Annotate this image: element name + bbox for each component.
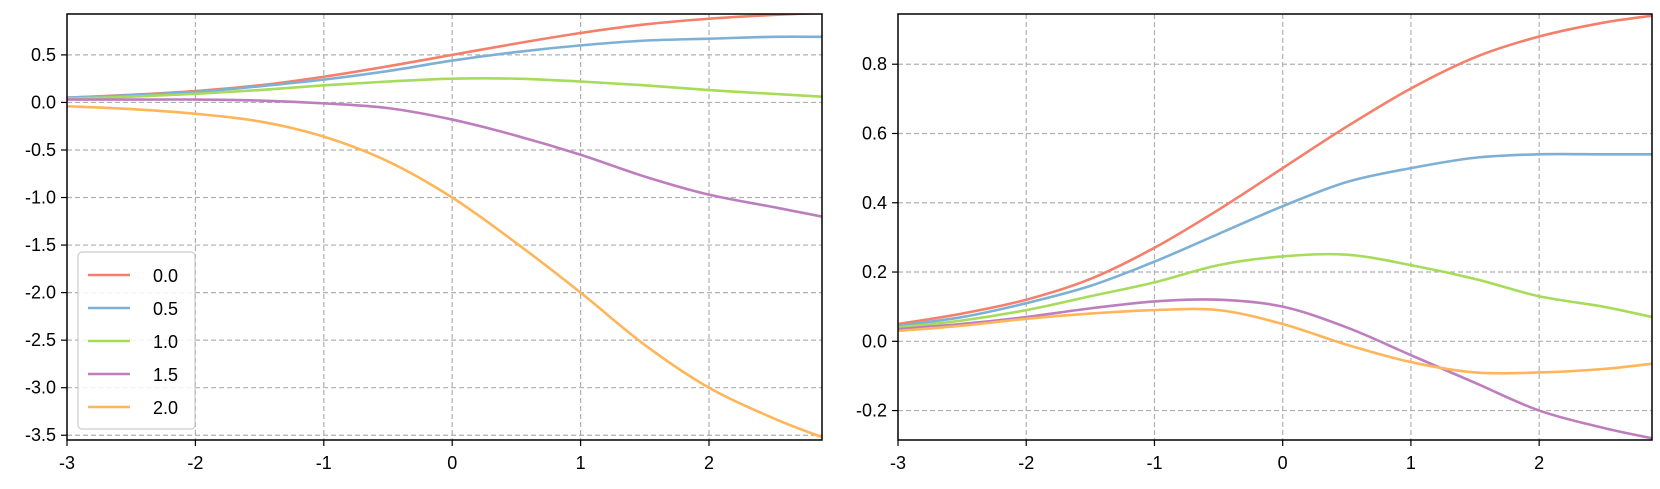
- legend-label-1.5: 1.5: [153, 365, 178, 385]
- x-tick-label: 0: [447, 453, 457, 473]
- series-line-1.5: [67, 98, 822, 218]
- y-tick-label: -3.5: [25, 425, 56, 445]
- y-tick-label: -2.0: [25, 283, 56, 303]
- x-tick-label: -1: [316, 453, 332, 473]
- series-line-0: [898, 14, 1652, 326]
- y-tick-label: 0.0: [31, 92, 56, 112]
- series-line-3: [898, 298, 1652, 440]
- y-tick-label: 0.0: [862, 331, 887, 351]
- y-tick-label: -0.2: [856, 401, 887, 421]
- x-tick-label: -1: [1146, 453, 1162, 473]
- x-tick-label: 1: [1406, 453, 1416, 473]
- legend-label-1.0: 1.0: [153, 332, 178, 352]
- series-line-1: [898, 152, 1652, 328]
- series-line-4: [898, 307, 1652, 375]
- series-line-0.5: [67, 35, 822, 99]
- x-tick-label: -2: [1018, 453, 1034, 473]
- legend: 0.0 0.5 1.0 1.5 2.0: [77, 251, 196, 430]
- series-group: [67, 14, 822, 439]
- series-group: [898, 14, 1652, 440]
- right-chart: -3 -2 -1 0 1 2 0.8 0.6 0.4 0.2 0.0 -0.2: [856, 13, 1653, 473]
- y-tick-label: 0.2: [862, 262, 887, 282]
- left-chart: -3 -2 -1 0 1 2 0.5 0.0 -0.5 -1.0 -1.5 -2.0 -2.5 -3.0 -…: [25, 13, 823, 473]
- y-tick-label: 0.6: [862, 123, 887, 143]
- plot-frame: [897, 13, 1653, 441]
- y-tick-label: -3.0: [25, 378, 56, 398]
- y-tick-label: -2.5: [25, 330, 56, 350]
- x-tick-label: 2: [1534, 453, 1544, 473]
- series-line-1.0: [67, 77, 822, 100]
- legend-label-0.0: 0.0: [153, 266, 178, 286]
- x-tick-label: 1: [576, 453, 586, 473]
- y-tick-label: -1.5: [25, 235, 56, 255]
- y-tick-label: 0.4: [862, 193, 887, 213]
- series-line-2.0: [67, 104, 822, 439]
- x-tick-label: -2: [187, 453, 203, 473]
- plot-frame: [66, 13, 823, 441]
- x-tick-label: -3: [890, 453, 906, 473]
- series-line-2: [898, 252, 1652, 329]
- legend-label-0.5: 0.5: [153, 299, 178, 319]
- y-tick-label: -1.0: [25, 188, 56, 208]
- y-tick-label: -0.5: [25, 140, 56, 160]
- x-tick-label: -3: [59, 453, 75, 473]
- y-tick-label: 0.5: [31, 45, 56, 65]
- legend-box: [77, 251, 196, 430]
- legend-label-2.0: 2.0: [153, 398, 178, 418]
- y-tick-label: 0.8: [862, 54, 887, 74]
- x-tick-label: 0: [1278, 453, 1288, 473]
- x-tick-label: 2: [704, 453, 714, 473]
